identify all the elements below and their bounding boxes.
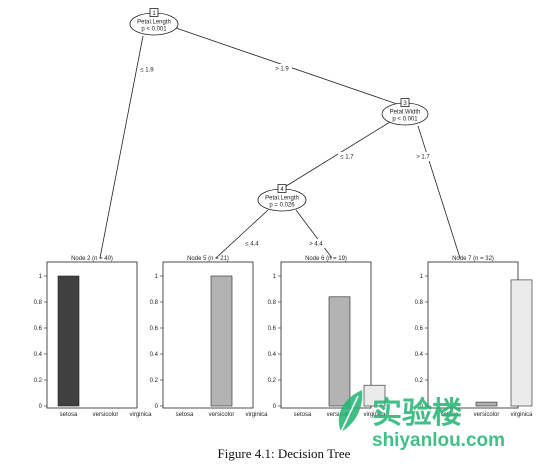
bar-versicolor [328,296,351,407]
y-tick-label: 0.4 [34,352,43,358]
inner-node-4: 4 Petal.Length p = 0.026 [257,184,307,212]
watermark-en: shiyanlou.com [372,430,505,451]
edge-4-5 [215,209,269,259]
y-tick-label: 1 [420,274,424,280]
edge-3-7 [417,125,461,259]
class-label: virginica [245,412,268,418]
edge-label-4-5: ≤ 4.4 [245,242,259,248]
edge-label-3-4: ≤ 1.7 [340,155,354,161]
y-tick-label: 0.4 [150,352,159,358]
y-tick-label: 0.8 [415,300,424,306]
figure-caption: Figure 4.1: Decision Tree [218,446,351,461]
panel-frame [427,261,519,409]
inner-node-1: 1 Petal.Length p < 0.001 [129,8,179,36]
inner-node-1-variable: Petal.Length [137,20,171,26]
y-tick-label: 0.6 [150,326,159,332]
inner-node-4-id: 4 [280,187,284,193]
watermark-logo: 实验楼 shiyanlou.com [338,390,505,451]
inner-node-1-pvalue: p < 0.001 [141,27,167,33]
class-label: versicolor [474,412,500,418]
inner-node-4-variable: Petal.Length [265,196,299,202]
inner-node-3: 3 Petal.Width p < 0.001 [381,98,429,126]
y-tick-label: 1 [39,274,43,280]
panel-frame [162,261,254,409]
y-tick-label: 0 [155,404,159,410]
panel-frame [280,261,372,409]
class-label: versicolor [209,412,235,418]
inner-node-3-pvalue: p < 0.001 [392,117,418,123]
y-tick-label: 0.4 [415,352,424,358]
y-tick-label: 0 [420,404,424,410]
terminal-node-1: Node 2 (n = 40) 0 0.2 0.4 0.6 0.8 1 setosa versi… [34,256,153,418]
panel-title: Node 5 (n = 21) [187,256,229,262]
bar-versicolor [210,275,233,407]
class-label: virginica [129,412,152,418]
inner-node-4-pvalue: p = 0.026 [269,203,295,209]
bar-virginica [510,279,533,407]
y-tick-label: 0.2 [34,378,43,384]
terminal-node-2: Node 5 (n = 21) 0 0.2 0.4 0.6 0.8 1 setosa versi… [150,256,269,418]
class-label: setosa [176,412,194,418]
class-label: setosa [60,412,78,418]
inner-node-3-id: 3 [403,101,407,107]
edge-label-3-7: > 1.7 [416,155,430,161]
y-tick-label: 0.8 [150,300,159,306]
y-tick-label: 0.2 [415,378,424,384]
y-tick-label: 1 [155,274,159,280]
edge-label-4-6: > 4.4 [309,242,323,248]
watermark-cn: 实验楼 [372,396,462,430]
class-label: versicolor [93,412,119,418]
panel-title: Node 7 (n = 32) [452,256,494,262]
panel-title: Node 6 (n = 19) [305,256,347,262]
y-tick-label: 0.2 [268,378,277,384]
y-tick-label: 0.6 [415,326,424,332]
class-label: virginica [510,412,533,418]
edge-label-1-2: ≤ 1.9 [140,68,154,74]
edge-3-4 [282,121,391,189]
class-label: virginica [363,412,386,418]
y-tick-label: 0.8 [34,300,43,306]
y-tick-label: 0 [39,404,43,410]
terminal-node-3: Node 6 (n = 19)00.20.40.60.81setosaversi… [268,256,387,418]
y-tick-label: 0.6 [34,326,43,332]
panel-title: Node 2 (n = 40) [71,256,113,262]
bar-virginica [363,384,386,407]
bar-setosa [57,275,80,407]
inner-node-1-id: 1 [152,11,156,17]
edge-1-2 [99,35,144,259]
y-tick-label: 0 [273,404,277,410]
class-label: setosa [441,412,459,418]
inner-node-3-variable: Petal.Width [390,110,421,116]
y-tick-label: 0.8 [268,300,277,306]
terminal-node-4: Node 7 (n = 32) 0 0.2 0.4 0.6 0.8 1 setosa versi… [415,256,534,418]
bar-versicolor [475,401,498,407]
class-label: setosa [294,412,312,418]
y-tick-label: 0.4 [268,352,277,358]
y-tick-label: 0.6 [268,326,277,332]
edge-4-6 [295,209,333,259]
y-tick-label: 0.2 [150,378,159,384]
y-tick-label: 1 [273,274,277,280]
edge-label-1-3: > 1.9 [275,67,289,73]
